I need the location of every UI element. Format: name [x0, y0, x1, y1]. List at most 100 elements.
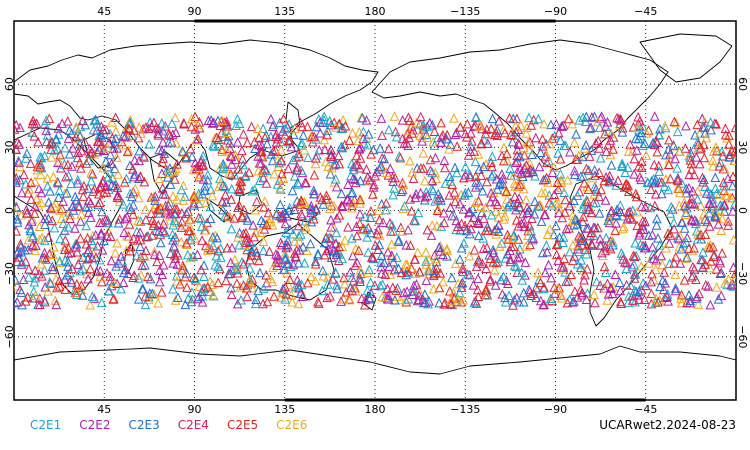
- occultation-marker: [649, 111, 660, 121]
- occultation-marker: [253, 151, 263, 161]
- occultation-marker: [557, 212, 568, 223]
- occultation-marker: [280, 123, 291, 134]
- occultation-marker: [337, 122, 348, 133]
- occultation-marker: [48, 249, 58, 260]
- occultation-marker: [46, 151, 57, 162]
- occultation-marker: [75, 216, 86, 226]
- occultation-marker: [388, 256, 399, 267]
- occultation-marker: [325, 290, 335, 301]
- occultation-marker: [217, 196, 228, 206]
- occultation-marker: [54, 156, 64, 166]
- occultation-marker: [636, 261, 647, 271]
- occultation-marker: [728, 234, 736, 245]
- occultation-marker: [336, 141, 347, 152]
- occultation-marker: [553, 184, 564, 194]
- occultation-marker: [549, 282, 560, 292]
- occultation-marker: [107, 116, 117, 127]
- occultation-marker: [271, 209, 282, 220]
- occultation-marker: [296, 229, 306, 239]
- occultation-marker: [154, 173, 164, 184]
- occultation-marker: [422, 190, 433, 201]
- occultation-marker: [374, 163, 384, 174]
- occultation-marker: [245, 254, 255, 265]
- occultation-marker: [129, 169, 140, 179]
- occultation-marker: [444, 285, 455, 296]
- occultation-marker: [494, 241, 505, 251]
- occultation-marker: [602, 295, 613, 305]
- occultation-marker: [168, 283, 178, 294]
- occultation-marker: [704, 221, 715, 231]
- occultation-marker: [714, 255, 725, 266]
- occultation-marker: [594, 208, 605, 218]
- occultation-marker: [149, 246, 160, 257]
- occultation-marker: [319, 237, 330, 248]
- occultation-marker: [254, 132, 264, 143]
- occultation-marker: [482, 222, 493, 232]
- occultation-marker: [635, 239, 646, 250]
- occultation-marker: [158, 259, 169, 270]
- occultation-marker: [354, 143, 365, 153]
- occultation-marker: [524, 144, 535, 155]
- occultation-marker: [75, 233, 86, 243]
- occultation-marker: [278, 113, 289, 124]
- occultation-marker: [103, 171, 114, 182]
- occultation-marker: [43, 286, 53, 296]
- occultation-marker: [703, 186, 713, 196]
- occultation-marker: [119, 227, 129, 238]
- occultation-marker: [568, 255, 578, 266]
- occultation-marker: [196, 156, 206, 167]
- occultation-marker: [164, 196, 175, 207]
- occultation-marker: [546, 200, 557, 210]
- occultation-marker: [578, 216, 588, 227]
- occultation-marker: [585, 230, 595, 241]
- occultation-marker: [15, 122, 25, 133]
- occultation-marker: [581, 163, 592, 174]
- occultation-marker: [313, 250, 323, 260]
- occultation-marker: [522, 202, 532, 213]
- occultation-marker: [22, 148, 32, 158]
- occultation-marker: [691, 274, 701, 284]
- occultation-marker: [94, 182, 105, 193]
- occultation-marker: [80, 119, 91, 130]
- occultation-marker: [145, 273, 156, 284]
- occultation-marker: [728, 281, 736, 291]
- occultation-marker: [187, 287, 197, 297]
- occultation-marker: [205, 276, 216, 286]
- occultation-marker: [233, 232, 243, 242]
- occultation-marker: [321, 156, 331, 167]
- occultation-marker: [216, 127, 227, 138]
- occultation-marker: [98, 143, 109, 153]
- occultation-marker: [545, 223, 555, 234]
- occultation-marker: [536, 187, 547, 198]
- occultation-marker: [617, 160, 628, 170]
- occultation-marker: [194, 198, 204, 209]
- occultation-marker: [295, 117, 306, 128]
- lon-tick-bottom: 180: [365, 403, 386, 416]
- occultation-marker: [687, 271, 697, 282]
- occultation-marker: [408, 173, 419, 183]
- occultation-marker: [521, 160, 532, 170]
- occultation-marker: [378, 217, 388, 227]
- occultation-marker: [88, 124, 99, 135]
- occultation-marker: [135, 171, 146, 182]
- occultation-marker: [83, 195, 94, 205]
- occultation-marker: [395, 152, 406, 163]
- occultation-marker: [711, 282, 722, 292]
- occultation-marker: [554, 232, 565, 242]
- occultation-marker: [91, 266, 102, 276]
- legend: C2E1 C2E2 C2E3 C2E4 C2E5 C2E6: [30, 418, 307, 432]
- occultation-marker: [121, 230, 132, 241]
- occultation-marker: [693, 142, 704, 153]
- occultation-marker: [469, 244, 480, 255]
- occultation-marker: [302, 277, 313, 288]
- occultation-marker: [360, 211, 370, 221]
- occultation-marker: [524, 205, 535, 215]
- occultation-marker: [399, 287, 409, 298]
- occultation-marker: [655, 281, 665, 291]
- occultation-marker: [258, 123, 268, 134]
- occultation-marker: [708, 160, 718, 171]
- occultation-marker: [220, 211, 230, 222]
- occultation-marker: [518, 287, 529, 298]
- occultation-marker: [255, 175, 265, 185]
- occultation-marker: [180, 299, 191, 310]
